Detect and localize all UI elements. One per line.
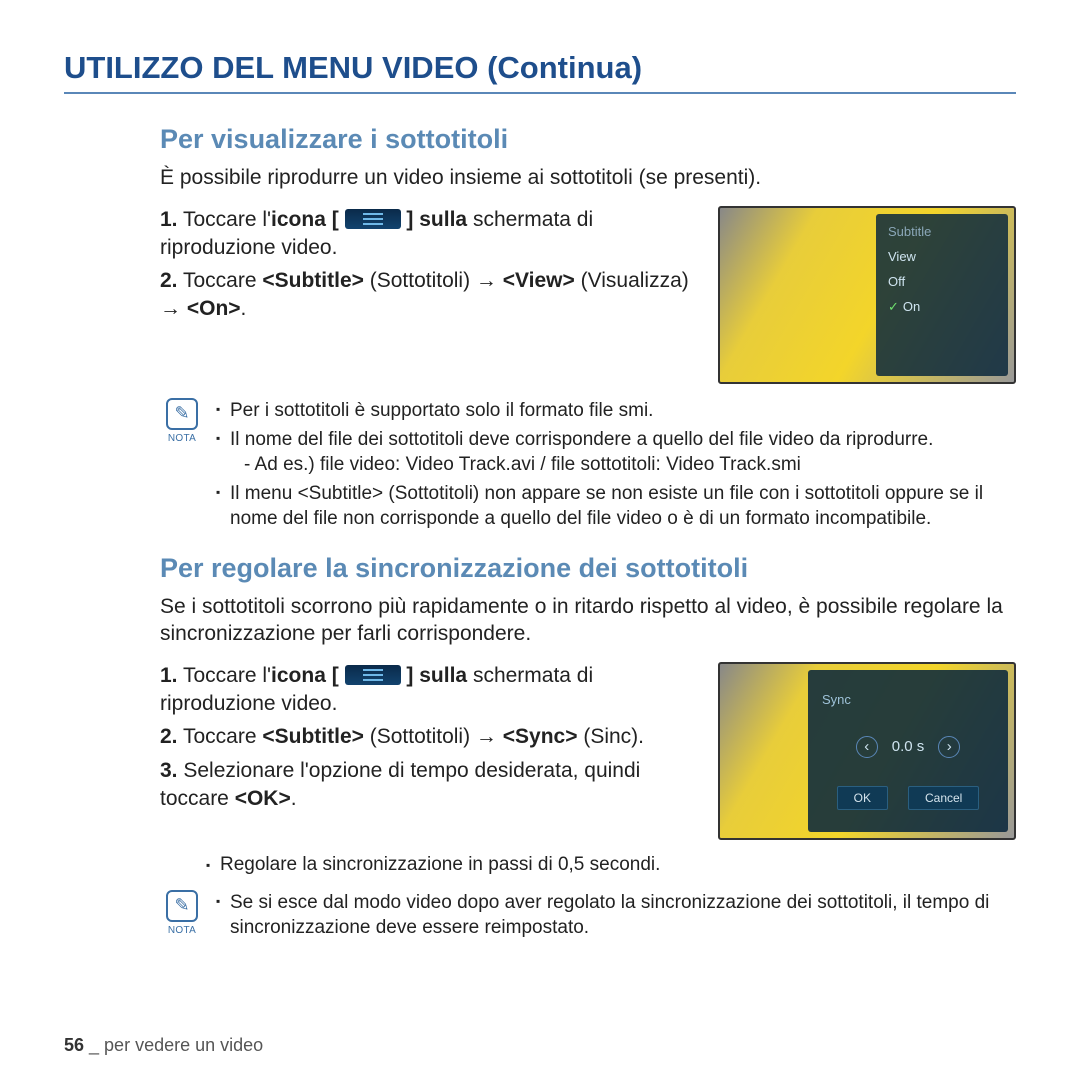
s1-step1: 1. Toccare l'icona [ ] sulla schermata d… <box>160 206 700 261</box>
section1-notes: Per i sottotitoli è supportato solo il f… <box>216 398 996 535</box>
scr-view-item: View <box>888 249 996 264</box>
nota-icon: ✎ NOTA <box>160 398 204 535</box>
s1-note2: Il nome del file dei sottotitoli deve co… <box>216 427 996 477</box>
menu-icon <box>345 209 401 229</box>
s2-bullet-list: Regolare la sincronizzazione in passi di… <box>206 854 1016 876</box>
s2-note: Se si esce dal modo video dopo aver rego… <box>216 890 996 940</box>
sync-ok-button[interactable]: OK <box>837 786 888 810</box>
nota-icon: ✎ NOTA <box>160 890 204 944</box>
section2-intro: Se i sottotitoli scorrono più rapidament… <box>160 594 1016 648</box>
section1-intro: È possibile riprodurre un video insieme … <box>160 165 1016 192</box>
scr-sync-header: Sync <box>822 692 851 707</box>
sync-value: 0.0 s <box>892 738 925 755</box>
s2-sync-step-bullet: Regolare la sincronizzazione in passi di… <box>206 854 1016 876</box>
sync-screenshot: Sync ‹ 0.0 s › OK Cancel <box>718 662 1016 840</box>
s2-step3: 3. Selezionare l'opzione di tempo deside… <box>160 757 700 812</box>
sync-left-icon[interactable]: ‹ <box>856 736 878 758</box>
menu-icon <box>345 665 401 685</box>
section1-title: Per visualizzare i sottotitoli <box>160 124 1016 155</box>
s2-step1: 1. Toccare l'icona [ ] sulla schermata d… <box>160 662 700 717</box>
s1-note2-example: - Ad es.) file video: Video Track.avi / … <box>244 452 996 477</box>
s2-step2: 2. Toccare <Subtitle> (Sottotitoli) → <S… <box>160 723 700 751</box>
sync-cancel-button[interactable]: Cancel <box>908 786 979 810</box>
s1-note1: Per i sottotitoli è supportato solo il f… <box>216 398 996 423</box>
page-footer: 56 _ per vedere un video <box>64 1035 263 1056</box>
section2-title: Per regolare la sincronizzazione dei sot… <box>160 553 1016 584</box>
scr-on-item: ✓On <box>888 299 996 315</box>
scr-off-item: Off <box>888 274 996 289</box>
page-title: UTILIZZO DEL MENU VIDEO (Continua) <box>64 50 1016 94</box>
section1-steps: 1. Toccare l'icona [ ] sulla schermata d… <box>160 206 700 329</box>
scr-subtitle-header: Subtitle <box>888 224 996 239</box>
s1-step2: 2. Toccare <Subtitle> (Sottotitoli) → <V… <box>160 267 700 322</box>
section2-steps: 1. Toccare l'icona [ ] sulla schermata d… <box>160 662 700 819</box>
subtitle-screenshot: Subtitle View Off ✓On <box>718 206 1016 384</box>
sync-right-icon[interactable]: › <box>938 736 960 758</box>
s1-note3: Il menu <Subtitle> (Sottotitoli) non app… <box>216 481 996 531</box>
section2-notes: Se si esce dal modo video dopo aver rego… <box>216 890 996 944</box>
